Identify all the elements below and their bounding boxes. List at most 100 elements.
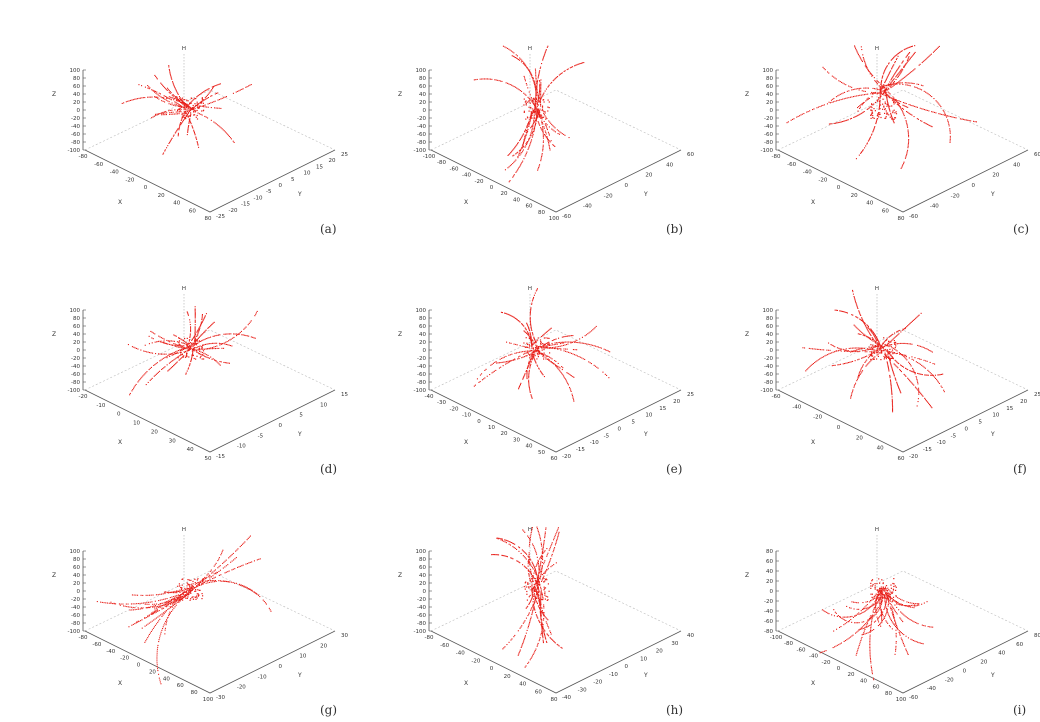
trajectory-point — [200, 321, 202, 323]
trajectory-point — [182, 590, 184, 592]
trajectory-point — [194, 583, 196, 585]
trajectory-point — [218, 125, 220, 127]
trajectory-point — [793, 118, 795, 120]
trajectory-point — [164, 114, 166, 116]
trajectory-point — [922, 395, 924, 397]
trajectory-point — [130, 99, 132, 101]
trajectory-point — [887, 94, 889, 96]
trajectory-point — [868, 331, 870, 333]
trajectory-point — [169, 340, 171, 342]
trajectory-point — [565, 380, 567, 382]
trajectory-point — [189, 324, 191, 326]
trajectory-point — [188, 588, 190, 590]
trajectory-point — [530, 309, 532, 311]
trajectory-point — [528, 106, 530, 108]
trajectory-point — [172, 111, 174, 113]
trajectory-point — [163, 97, 165, 99]
plot-panel: 100 80 60 40 20 0 -20 -40 -60 -80 -100 Z -60 -40 -20 0 2… — [693, 240, 1040, 480]
trajectory-point — [533, 343, 535, 345]
trajectory-point — [529, 144, 531, 146]
trajectory-point — [530, 97, 532, 99]
trajectory-point — [514, 86, 516, 88]
trajectory-point — [171, 598, 173, 600]
trajectory-point — [175, 89, 177, 91]
trajectory-point — [870, 105, 872, 107]
trajectory-point — [535, 361, 537, 363]
trajectory-point — [525, 130, 527, 132]
trajectory-point — [878, 116, 880, 118]
trajectory-point — [533, 127, 535, 129]
trajectory-point — [528, 330, 530, 332]
trajectory-point — [178, 345, 180, 347]
trajectory-point — [169, 73, 171, 75]
trajectory-point — [921, 346, 923, 348]
y-tick-label: -20 — [604, 193, 613, 199]
trajectory-point — [541, 63, 543, 65]
trajectory-point — [923, 122, 925, 124]
trajectory-point — [909, 52, 911, 54]
trajectory-point — [549, 328, 551, 330]
trajectory-point — [544, 51, 546, 53]
trajectory-point — [890, 351, 892, 353]
trajectory-point — [925, 399, 927, 401]
trajectory-point — [939, 104, 941, 106]
trajectory-point — [887, 91, 889, 93]
trajectory-point — [555, 77, 557, 79]
trajectory-point — [924, 374, 926, 376]
trajectory-point — [159, 341, 161, 343]
trajectory-point — [148, 633, 150, 635]
trajectory-point — [904, 374, 906, 376]
trajectory-point — [201, 105, 203, 107]
trajectory-point — [542, 133, 544, 135]
y-tick-label: 0 — [279, 183, 283, 189]
trajectory-point — [535, 81, 537, 83]
trajectory-point — [154, 374, 156, 376]
trajectory-point — [174, 353, 176, 355]
trajectory-point — [166, 620, 168, 622]
trajectory-point — [264, 602, 266, 604]
trajectory-point — [161, 353, 163, 355]
trajectory-point — [193, 129, 195, 131]
y-tick-label: -30 — [216, 695, 225, 701]
trajectory-point — [506, 362, 508, 364]
y-tick-label: -15 — [923, 447, 932, 453]
trajectory-point — [933, 50, 935, 52]
trajectory-points — [127, 306, 258, 396]
trajectory-point — [177, 135, 179, 137]
trajectory-point — [172, 344, 174, 346]
trajectory-point — [239, 332, 241, 334]
trajectory-point — [829, 352, 831, 354]
trajectory-point — [891, 390, 893, 392]
trajectory-point — [875, 342, 877, 344]
trajectory-point — [507, 360, 509, 362]
trajectory-point — [883, 94, 885, 96]
trajectory-point — [888, 107, 890, 109]
trajectory-point — [519, 59, 521, 61]
trajectory-point — [571, 375, 573, 377]
trajectory-point — [918, 393, 920, 395]
trajectory-point — [552, 344, 554, 346]
trajectory-point — [531, 108, 533, 110]
trajectory-point — [176, 102, 178, 104]
trajectory-point — [186, 115, 188, 117]
trajectory-point — [883, 355, 885, 358]
trajectory-point — [883, 358, 885, 360]
trajectory-point — [860, 331, 862, 333]
trajectory-point — [898, 52, 900, 54]
trajectory-point — [529, 321, 531, 323]
z-tick-label: 0 — [423, 348, 427, 354]
trajectory-point — [168, 142, 170, 144]
x-tick-label: -80 — [79, 635, 88, 641]
trajectory-point — [200, 335, 202, 337]
trajectory-point — [522, 60, 524, 62]
trajectory-point — [196, 142, 198, 144]
trajectory-point — [174, 103, 176, 105]
trajectory-point — [886, 94, 888, 96]
trajectory-point — [515, 145, 517, 147]
trajectory-point — [913, 384, 915, 386]
trajectory-point — [154, 618, 156, 620]
trajectory-point — [164, 95, 166, 97]
trajectory-point — [216, 84, 218, 86]
trajectory-point — [509, 314, 511, 316]
trajectory-point — [889, 376, 891, 378]
